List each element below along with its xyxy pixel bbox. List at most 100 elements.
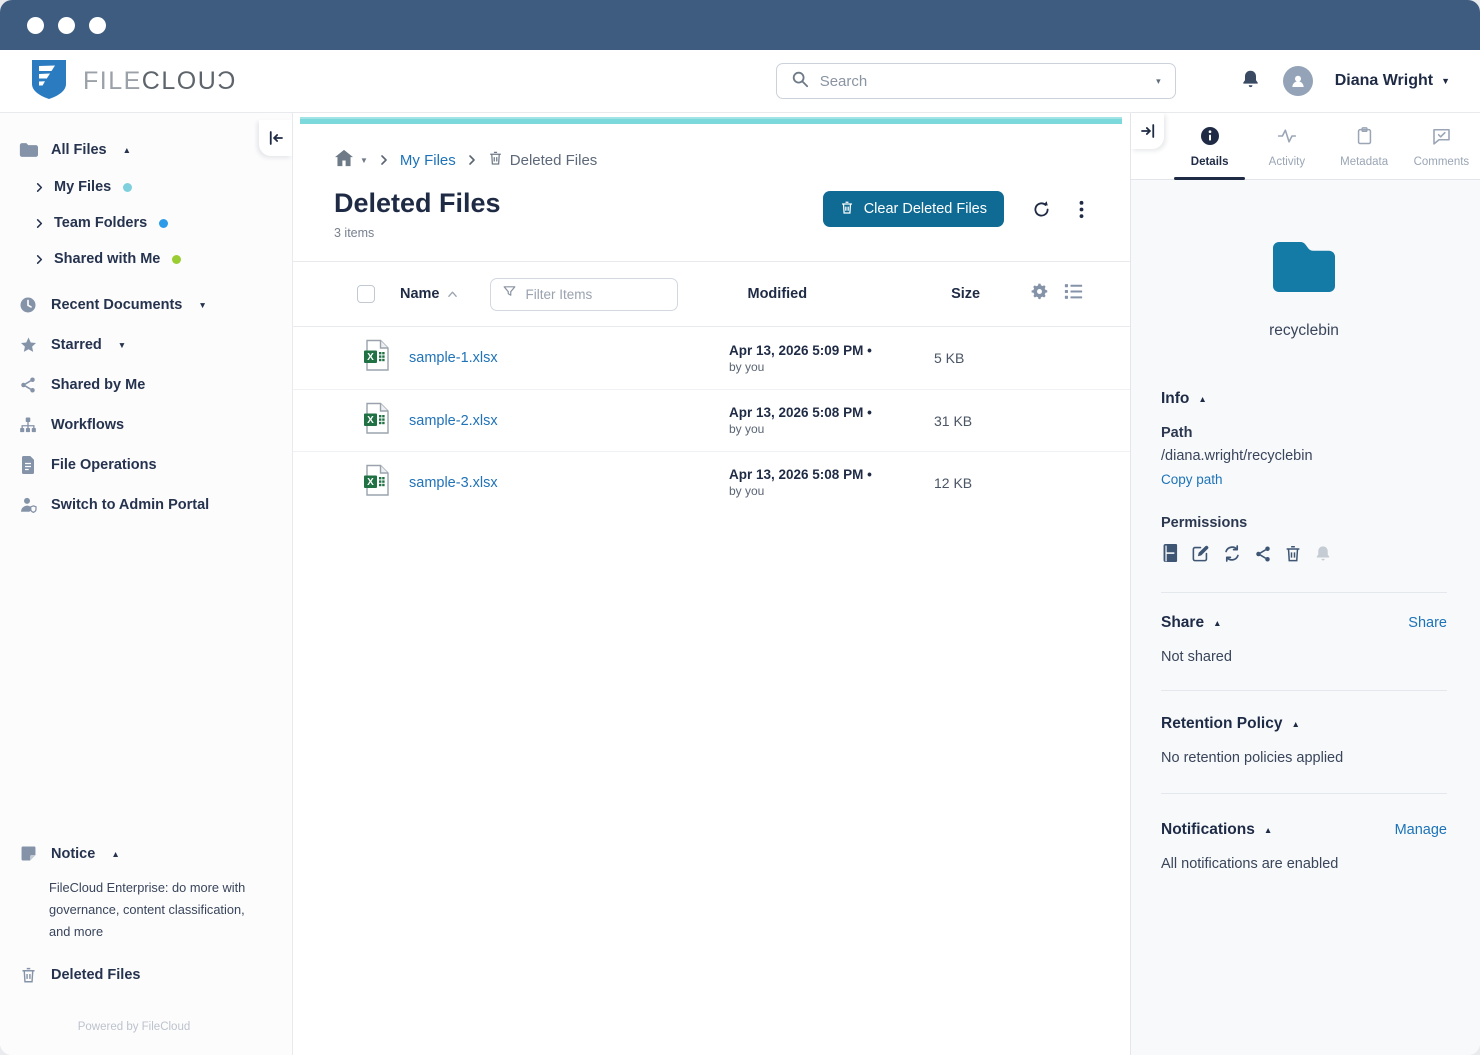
tab-metadata[interactable]: Metadata [1326, 126, 1403, 179]
list-view-icon[interactable] [1063, 282, 1084, 306]
trash-icon [18, 966, 38, 984]
clear-deleted-files-button[interactable]: Clear Deleted Files [823, 191, 1004, 227]
user-menu[interactable]: Diana Wright▼ [1335, 72, 1450, 90]
filter-funnel-icon [502, 284, 517, 304]
chevron-down-icon: ▼ [198, 300, 206, 310]
sidebar-item-team-folders[interactable]: Team Folders [0, 205, 292, 241]
read-permission-icon[interactable] [1161, 544, 1179, 568]
tab-activity[interactable]: Activity [1248, 126, 1325, 179]
sidebar-item-label: Deleted Files [51, 967, 140, 983]
sidebar-item-label: Recent Documents [51, 297, 182, 313]
sidebar-item-notice[interactable]: Notice ▲ [0, 834, 292, 873]
sidebar-item-all-files[interactable]: All Files ▲ [0, 131, 292, 169]
sidebar-item-switch-admin-portal[interactable]: Switch to Admin Portal [0, 485, 292, 525]
notice-note-icon [18, 845, 38, 862]
info-icon [1200, 126, 1220, 149]
chevron-up-icon: ▲ [111, 849, 119, 859]
tab-details[interactable]: Details [1171, 126, 1248, 179]
select-all-checkbox[interactable] [357, 285, 375, 303]
user-menu-caret-icon: ▼ [1441, 76, 1450, 86]
window-titlebar [0, 0, 1480, 50]
share-section-toggle[interactable]: Share▲ Share [1161, 614, 1447, 632]
modified-by: by you [729, 484, 934, 498]
excel-file-icon: X [363, 402, 390, 440]
modified-date: Apr 13, 2026 5:09 PM • [729, 343, 934, 358]
sort-ascending-icon[interactable] [447, 290, 458, 298]
sidebar-item-starred[interactable]: Starred ▼ [0, 325, 292, 365]
file-name-link[interactable]: sample-2.xlsx [409, 413, 498, 429]
excel-file-icon: X [363, 464, 390, 502]
tab-comments[interactable]: Comments [1403, 126, 1480, 179]
manage-notifications-link[interactable]: Manage [1395, 822, 1447, 838]
chevron-down-icon: ▼ [118, 340, 126, 350]
edit-permission-icon[interactable] [1191, 544, 1210, 568]
sidebar-item-workflows[interactable]: Workflows [0, 405, 292, 445]
sidebar-item-deleted-files[interactable]: Deleted Files [0, 955, 292, 995]
panel-collapse-button[interactable] [1131, 113, 1164, 149]
user-avatar[interactable] [1283, 66, 1313, 96]
path-label: Path [1161, 425, 1447, 441]
accent-strip [300, 117, 1122, 124]
column-settings-gear-icon[interactable] [1030, 282, 1049, 306]
home-icon[interactable] [334, 149, 354, 171]
breadcrumb-current: Deleted Files [488, 150, 598, 170]
notifications-section-toggle[interactable]: Notifications▲ Manage [1161, 821, 1447, 839]
share-action-link[interactable]: Share [1408, 615, 1447, 631]
file-size: 5 KB [934, 350, 964, 366]
status-dot [123, 183, 132, 192]
modified-column-header[interactable]: Modified [748, 286, 808, 302]
search-input[interactable] [820, 73, 1145, 90]
sidebar-item-recent-documents[interactable]: Recent Documents ▼ [0, 285, 292, 325]
file-name-link[interactable]: sample-3.xlsx [409, 475, 498, 491]
notifications-bell-icon[interactable] [1240, 68, 1261, 95]
global-search[interactable]: ▾ [776, 63, 1176, 99]
sidebar-item-my-files[interactable]: My Files [0, 169, 292, 205]
copy-path-link[interactable]: Copy path [1161, 472, 1447, 487]
folder-icon-large [1269, 279, 1339, 296]
share-permission-icon[interactable] [1254, 545, 1272, 568]
table-row[interactable]: X sample-3.xlsx Apr 13, 2026 5:08 PM • b… [293, 451, 1130, 513]
refresh-button[interactable] [1031, 199, 1052, 220]
window-control-close[interactable] [27, 17, 44, 34]
home-caret-icon[interactable]: ▼ [360, 156, 368, 165]
search-scope-caret-icon[interactable]: ▾ [1156, 76, 1161, 87]
window-control-minimize[interactable] [58, 17, 75, 34]
sidebar-item-label: Workflows [51, 417, 124, 433]
svg-text:X: X [367, 415, 374, 426]
svg-text:X: X [367, 477, 374, 488]
info-section-toggle[interactable]: Info▲ [1161, 390, 1447, 408]
notice-text: FileCloud Enterprise: do more with gover… [0, 873, 292, 955]
name-column-header[interactable]: Name [400, 286, 440, 302]
file-table-header: Name Modified Size [293, 262, 1130, 327]
share-section: Share▲ Share Not shared [1161, 593, 1447, 691]
sidebar-collapse-button[interactable] [259, 120, 292, 156]
filter-items-box[interactable] [490, 278, 678, 311]
breadcrumb: ▼ My Files Deleted Files [334, 149, 1084, 171]
sync-permission-icon[interactable] [1222, 544, 1242, 568]
sidebar-item-shared-with-me[interactable]: Shared with Me [0, 241, 292, 277]
window-control-maximize[interactable] [89, 17, 106, 34]
share-status: Not shared [1161, 649, 1447, 665]
file-name-link[interactable]: sample-1.xlsx [409, 350, 498, 366]
file-size: 12 KB [934, 475, 972, 491]
activity-pulse-icon [1276, 126, 1298, 149]
document-icon [18, 456, 38, 474]
table-row[interactable]: X sample-2.xlsx Apr 13, 2026 5:08 PM • b… [293, 389, 1130, 451]
sidebar-item-label: Team Folders [54, 215, 147, 231]
sidebar-item-file-operations[interactable]: File Operations [0, 445, 292, 485]
sidebar-item-shared-by-me[interactable]: Shared by Me [0, 365, 292, 405]
filter-items-input[interactable] [526, 287, 666, 302]
delete-permission-icon[interactable] [1284, 544, 1302, 568]
breadcrumb-my-files-link[interactable]: My Files [400, 152, 456, 169]
sidebar: All Files ▲ My Files Team Folders Shared… [0, 113, 293, 1055]
size-column-header[interactable]: Size [951, 286, 980, 302]
path-value: /diana.wright/recyclebin [1161, 448, 1447, 464]
retention-section-toggle[interactable]: Retention Policy▲ [1161, 715, 1447, 733]
table-row[interactable]: X sample-1.xlsx Apr 13, 2026 5:09 PM • b… [293, 327, 1130, 389]
modified-date: Apr 13, 2026 5:08 PM • [729, 405, 934, 420]
file-size: 31 KB [934, 413, 972, 429]
star-icon [18, 336, 38, 354]
filecloud-shield-icon [30, 57, 68, 105]
sidebar-item-label: File Operations [51, 457, 157, 473]
more-options-button[interactable] [1079, 199, 1084, 220]
